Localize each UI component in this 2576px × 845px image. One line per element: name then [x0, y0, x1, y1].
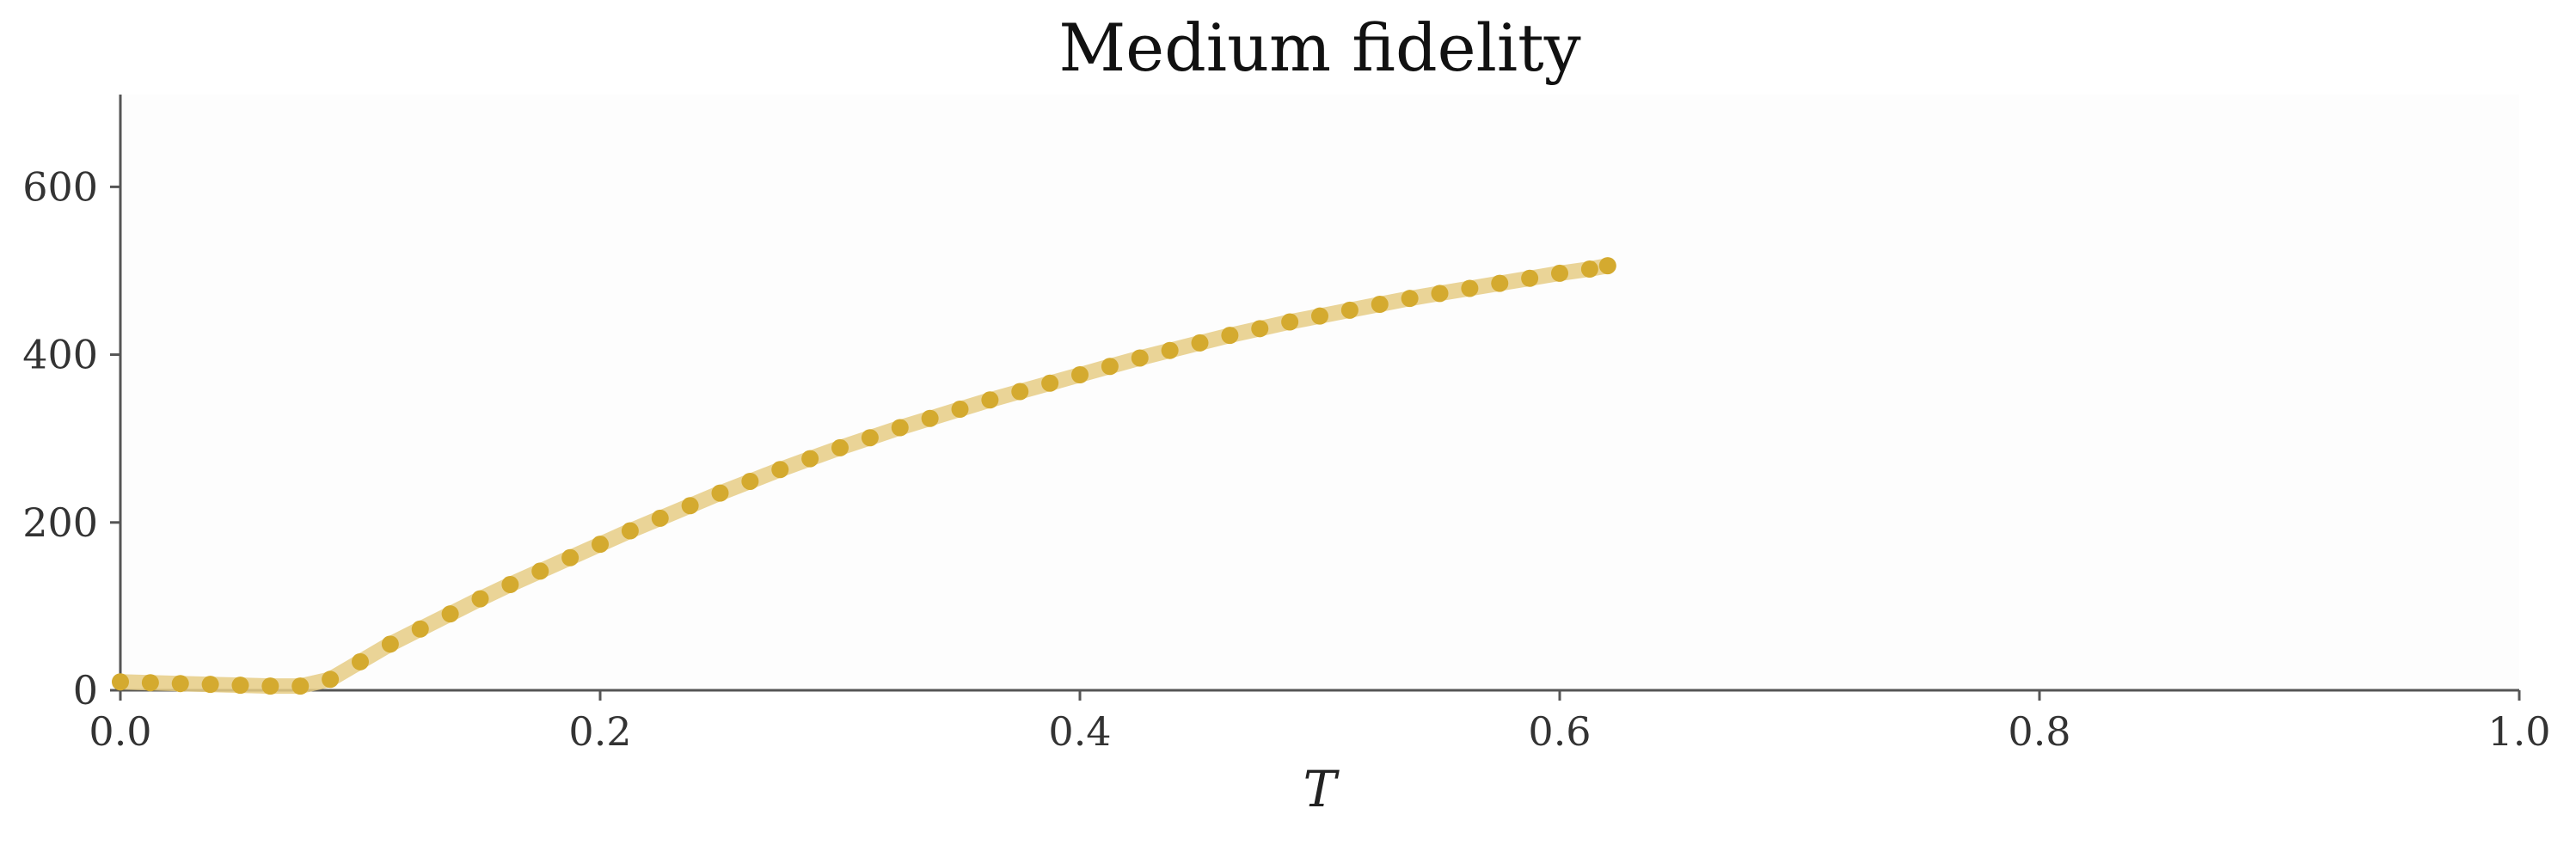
data-point — [1340, 301, 1359, 319]
data-point — [951, 401, 969, 419]
x-tick-label: 0.4 — [1048, 708, 1111, 755]
data-point — [831, 438, 849, 456]
data-point — [112, 673, 129, 691]
data-point — [531, 562, 549, 580]
data-point — [651, 509, 669, 527]
data-point — [771, 461, 789, 479]
data-point — [561, 548, 580, 566]
data-point — [621, 522, 639, 540]
data-point — [1431, 285, 1449, 303]
chart-title: Medium fidelity — [1058, 9, 1580, 86]
data-point — [171, 675, 189, 693]
data-point — [801, 450, 819, 468]
data-point — [1221, 327, 1239, 345]
y-tick-label: 600 — [22, 163, 98, 210]
data-point — [231, 677, 249, 695]
data-point — [1131, 349, 1149, 367]
data-point — [141, 674, 159, 692]
x-tick-label: 0.6 — [1528, 708, 1591, 755]
data-point — [1311, 307, 1328, 325]
data-point — [711, 484, 729, 502]
x-axis-ticks: 0.0 0.2 0.4 0.6 0.8 1.0 — [89, 690, 2551, 755]
data-point — [981, 391, 999, 409]
y-axis-ticks: 0 200 400 600 — [22, 163, 120, 713]
x-tick-label: 0.0 — [89, 708, 151, 755]
data-point — [201, 676, 219, 694]
data-point — [1461, 279, 1479, 297]
data-point — [921, 409, 939, 427]
data-point — [861, 429, 879, 447]
data-point — [381, 635, 399, 653]
data-point — [1041, 374, 1059, 392]
data-point — [592, 536, 609, 554]
data-point — [471, 590, 489, 608]
data-point — [441, 605, 459, 623]
data-point — [1281, 313, 1299, 331]
x-tick-label: 1.0 — [2487, 708, 2550, 755]
data-point — [261, 677, 279, 695]
x-axis-label: T — [1303, 760, 1340, 818]
y-tick-label: 200 — [22, 499, 98, 546]
data-point — [352, 652, 369, 670]
data-point — [1580, 260, 1598, 279]
data-point — [891, 419, 909, 437]
data-point — [1401, 290, 1419, 308]
series-layer — [112, 257, 1616, 695]
x-tick-label: 0.8 — [2008, 708, 2070, 755]
data-point — [741, 472, 759, 490]
data-point — [411, 620, 429, 638]
data-point — [1371, 296, 1389, 314]
x-tick-label: 0.2 — [568, 708, 631, 755]
plot-background — [120, 95, 2519, 690]
data-point — [291, 677, 310, 695]
data-point — [322, 670, 340, 689]
data-point — [1011, 383, 1029, 401]
data-point — [1161, 341, 1179, 359]
data-point — [681, 497, 699, 515]
y-tick-label: 400 — [22, 332, 98, 378]
data-point — [1491, 274, 1509, 292]
data-point — [1521, 269, 1539, 287]
y-tick-label: 0 — [73, 667, 98, 713]
data-point — [1191, 334, 1209, 352]
data-point — [1551, 264, 1568, 282]
data-point — [1071, 366, 1089, 384]
data-point — [1101, 358, 1119, 376]
data-point — [1251, 320, 1269, 338]
data-point — [1598, 257, 1616, 275]
data-point — [501, 576, 519, 594]
